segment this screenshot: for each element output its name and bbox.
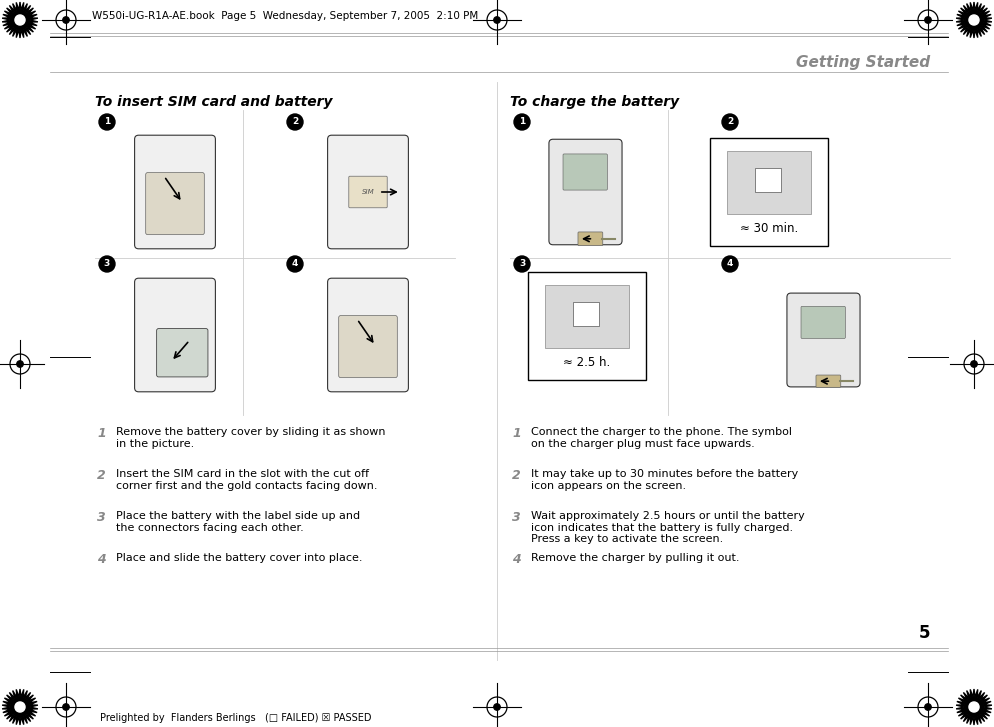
FancyBboxPatch shape [546, 285, 629, 348]
Circle shape [494, 704, 500, 710]
Circle shape [722, 256, 738, 272]
Circle shape [99, 256, 115, 272]
Text: 2: 2 [292, 118, 298, 126]
Circle shape [924, 17, 931, 23]
Polygon shape [2, 2, 38, 38]
FancyBboxPatch shape [328, 278, 409, 392]
Text: 3: 3 [512, 511, 521, 524]
Text: W550i-UG-R1A-AE.book  Page 5  Wednesday, September 7, 2005  2:10 PM: W550i-UG-R1A-AE.book Page 5 Wednesday, S… [92, 11, 478, 21]
FancyBboxPatch shape [549, 140, 622, 245]
Circle shape [63, 17, 70, 23]
Text: 1: 1 [97, 427, 105, 440]
Text: Wait approximately 2.5 hours or until the battery
icon indicates that the batter: Wait approximately 2.5 hours or until th… [531, 511, 805, 545]
Text: To insert SIM card and battery: To insert SIM card and battery [95, 95, 333, 109]
Text: Insert the SIM card in the slot with the cut off
corner first and the gold conta: Insert the SIM card in the slot with the… [116, 469, 378, 491]
Text: Place and slide the battery cover into place.: Place and slide the battery cover into p… [116, 553, 363, 563]
FancyBboxPatch shape [134, 278, 216, 392]
Text: ≈ 2.5 h.: ≈ 2.5 h. [564, 356, 610, 369]
Text: 4: 4 [727, 260, 734, 268]
Circle shape [17, 361, 23, 367]
Text: 3: 3 [519, 260, 525, 268]
Text: 4: 4 [292, 260, 298, 268]
Circle shape [924, 704, 931, 710]
Text: 1: 1 [512, 427, 521, 440]
Circle shape [969, 702, 979, 712]
FancyBboxPatch shape [134, 135, 216, 249]
Polygon shape [2, 689, 38, 725]
Text: Remove the battery cover by sliding it as shown
in the picture.: Remove the battery cover by sliding it a… [116, 427, 386, 449]
Polygon shape [956, 2, 992, 38]
Text: Prelighted by  Flanders Berlings   (□ FAILED) ☒ PASSED: Prelighted by Flanders Berlings (□ FAILE… [100, 713, 372, 723]
Bar [754, 168, 781, 192]
Circle shape [15, 702, 25, 712]
Text: 2: 2 [97, 469, 105, 482]
Circle shape [969, 15, 979, 25]
FancyBboxPatch shape [563, 154, 607, 190]
FancyBboxPatch shape [578, 232, 602, 246]
FancyBboxPatch shape [349, 176, 388, 208]
Text: 1: 1 [519, 118, 525, 126]
Circle shape [287, 114, 303, 130]
Text: 3: 3 [97, 511, 105, 524]
Text: Getting Started: Getting Started [796, 55, 930, 70]
Text: 2: 2 [727, 118, 734, 126]
Bar [710, 138, 828, 246]
FancyBboxPatch shape [157, 329, 208, 377]
FancyBboxPatch shape [339, 316, 398, 377]
Polygon shape [956, 689, 992, 725]
Circle shape [99, 114, 115, 130]
Text: 4: 4 [97, 553, 105, 566]
Text: 2: 2 [512, 469, 521, 482]
Bar [573, 302, 598, 326]
Circle shape [15, 15, 25, 25]
Text: Remove the charger by pulling it out.: Remove the charger by pulling it out. [531, 553, 740, 563]
Text: 1: 1 [104, 118, 110, 126]
Circle shape [63, 704, 70, 710]
FancyBboxPatch shape [146, 172, 205, 235]
Text: ≈ 30 min.: ≈ 30 min. [740, 222, 798, 236]
Circle shape [287, 256, 303, 272]
Text: It may take up to 30 minutes before the battery
icon appears on the screen.: It may take up to 30 minutes before the … [531, 469, 798, 491]
Text: 3: 3 [104, 260, 110, 268]
Text: Place the battery with the label side up and
the connectors facing each other.: Place the battery with the label side up… [116, 511, 360, 533]
FancyBboxPatch shape [816, 375, 841, 387]
Text: 4: 4 [512, 553, 521, 566]
FancyBboxPatch shape [328, 135, 409, 249]
Text: 5: 5 [918, 624, 930, 642]
Bar [528, 272, 646, 380]
Circle shape [722, 114, 738, 130]
Circle shape [514, 256, 530, 272]
Circle shape [971, 361, 977, 367]
Circle shape [514, 114, 530, 130]
Circle shape [494, 17, 500, 23]
Text: SIM: SIM [362, 189, 375, 195]
Text: To charge the battery: To charge the battery [510, 95, 679, 109]
Text: Connect the charger to the phone. The symbol
on the charger plug must face upwar: Connect the charger to the phone. The sy… [531, 427, 792, 449]
FancyBboxPatch shape [801, 306, 845, 339]
FancyBboxPatch shape [787, 293, 860, 387]
FancyBboxPatch shape [728, 151, 811, 214]
